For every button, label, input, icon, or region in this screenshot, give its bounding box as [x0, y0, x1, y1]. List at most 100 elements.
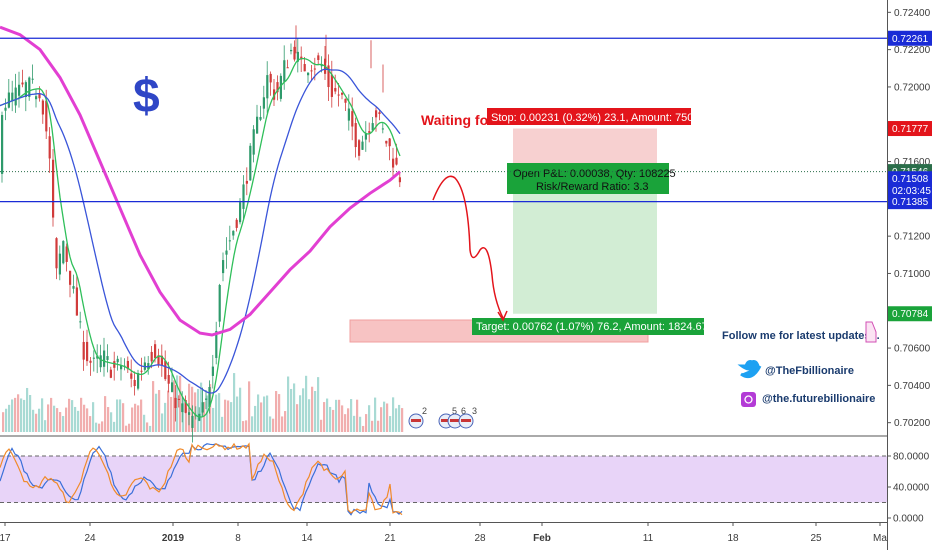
- volume-bar: [326, 398, 329, 432]
- candle-body: [38, 93, 41, 99]
- moving-averages: [0, 25, 401, 418]
- volume-bar: [203, 401, 206, 432]
- volume-bar: [131, 407, 134, 432]
- candle-body: [392, 158, 395, 168]
- candle-body: [351, 111, 354, 127]
- candle-body: [354, 123, 357, 148]
- target-label: Target: 0.00762 (1.07%) 76.2, Amount: 18…: [476, 321, 708, 333]
- price-axis[interactable]: 0.72400 0.72200 0.72000 0.71600 0.71200 0.710…: [887, 0, 932, 550]
- candle-body: [188, 412, 191, 415]
- volume-bar: [83, 404, 86, 432]
- volume-bar: [260, 402, 263, 432]
- volume-bar: [41, 398, 44, 432]
- volume-bar: [236, 396, 239, 432]
- volume-bar: [281, 416, 284, 432]
- candle-body: [35, 96, 38, 100]
- candle-body: [320, 65, 323, 67]
- price-tag-label: 0.70784: [892, 309, 929, 320]
- time-tick-label: 21: [384, 533, 396, 544]
- candle-body: [184, 400, 187, 413]
- candle-body: [228, 240, 231, 242]
- candle-body: [96, 355, 99, 359]
- stochastic-panel: [0, 442, 887, 516]
- volume-bar: [158, 390, 161, 432]
- volume-bar: [221, 416, 224, 432]
- candle-body: [276, 82, 279, 93]
- volume-bar: [359, 416, 362, 432]
- volume-bar: [74, 406, 77, 432]
- volume-bar: [212, 407, 215, 432]
- candle-body: [385, 140, 388, 144]
- price-tick-label: 0.71600: [894, 157, 931, 168]
- candle-body: [300, 56, 303, 60]
- volume-bar: [314, 391, 317, 432]
- volume-bar: [356, 399, 359, 432]
- time-tick-label: 17: [0, 533, 11, 544]
- candle-body: [341, 92, 344, 95]
- volume-bar: [293, 383, 296, 432]
- price-tick-label: 0.72200: [894, 45, 931, 56]
- candle-body: [24, 82, 27, 97]
- candle-body: [283, 60, 286, 82]
- projection-path: [432, 175, 508, 322]
- volume-bar: [29, 394, 32, 432]
- candle-body: [31, 78, 34, 80]
- candle-body: [218, 285, 221, 322]
- candle-body: [4, 107, 7, 111]
- volume-bar: [71, 400, 74, 432]
- pnl-label-bg: [507, 163, 669, 194]
- candle-body: [266, 75, 269, 99]
- annotations: $ Waiting for Follow me for latest updates…: [133, 70, 880, 429]
- horizontal-lines[interactable]: [0, 37, 887, 203]
- candle-body: [14, 87, 17, 106]
- volume-bar: [119, 399, 122, 432]
- volume-bar: [149, 425, 152, 432]
- candle-body: [242, 184, 245, 209]
- price-tag-label: 02:03:45: [892, 186, 931, 197]
- volume-bar: [116, 399, 119, 432]
- volume-bar: [185, 407, 188, 432]
- candle-body: [222, 260, 225, 274]
- volume-bar: [65, 407, 68, 432]
- candle-body: [371, 123, 374, 131]
- candle-body: [113, 361, 116, 368]
- volume-bar: [233, 373, 236, 432]
- volume-bar: [89, 416, 92, 432]
- volume-bar: [266, 395, 269, 432]
- volume-bar: [146, 422, 149, 432]
- event-flag-stripe: [461, 419, 471, 422]
- candle-body: [106, 356, 109, 360]
- candle-body: [361, 141, 364, 150]
- projection-arrow-head: [497, 310, 508, 322]
- candle-body: [133, 379, 136, 387]
- volume-bar: [23, 399, 26, 432]
- volume-bar: [167, 390, 170, 432]
- instagram-icon: [741, 392, 756, 407]
- twitter-icon: [737, 360, 762, 379]
- long-position-tool[interactable]: Stop: 0.00231 (0.32%) 23.1, Amount: 750 O…: [0, 108, 887, 343]
- volume-bar: [113, 421, 116, 432]
- volume-bar: [365, 414, 368, 432]
- candle-body: [126, 360, 129, 370]
- price-tag-label: 0.72261: [892, 34, 929, 45]
- volume-bar: [377, 420, 380, 432]
- price-tick-label: 0.72000: [894, 82, 931, 93]
- volume-bar: [380, 407, 383, 432]
- volume-bar: [332, 409, 335, 432]
- volume-bar: [2, 412, 5, 432]
- candle-body: [177, 398, 180, 400]
- volume-bars: [2, 373, 404, 432]
- volume-bar: [68, 398, 71, 432]
- candle-body: [313, 68, 316, 70]
- projection-line: [432, 175, 504, 319]
- volume-bar: [179, 375, 182, 432]
- volume-bar: [140, 399, 143, 432]
- volume-bar: [227, 400, 230, 432]
- time-axis[interactable]: 17 24 2019 8 14 21 28 Feb 11 18 25 Ma: [0, 522, 887, 544]
- candle-body: [249, 145, 252, 181]
- candle-body: [157, 355, 160, 365]
- time-tick-label: 14: [301, 533, 313, 544]
- volume-bar: [287, 376, 290, 432]
